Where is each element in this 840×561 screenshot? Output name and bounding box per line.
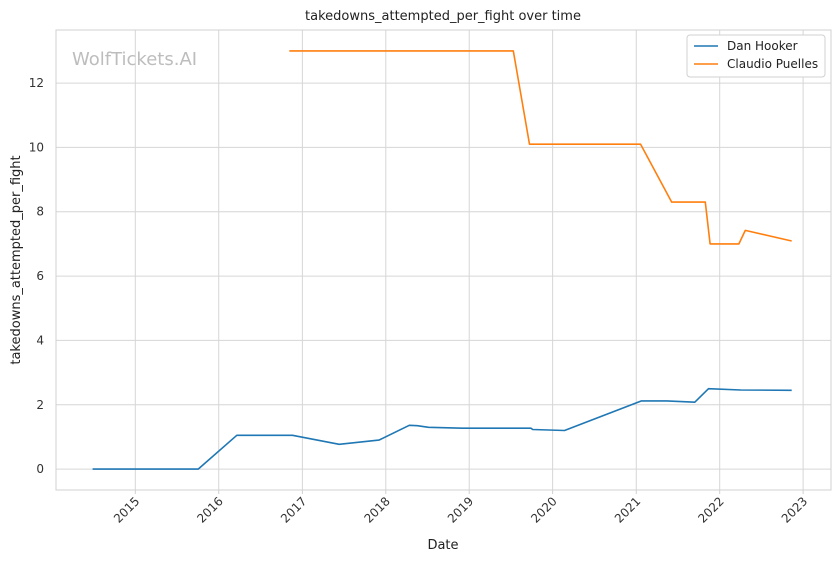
watermark: WolfTickets.AI xyxy=(72,49,197,70)
x-axis-label: Date xyxy=(427,538,458,553)
y-tick-label: 0 xyxy=(36,462,44,476)
y-tick-label: 12 xyxy=(29,76,44,90)
x-tick-label: 2017 xyxy=(278,494,309,525)
x-tick-label: 2022 xyxy=(695,494,726,525)
series-layer xyxy=(92,50,792,470)
x-tick-label: 2019 xyxy=(445,494,476,525)
y-tick-label: 8 xyxy=(36,205,44,219)
x-tick-label: 2020 xyxy=(528,494,559,525)
x-tick-label: 2016 xyxy=(194,494,225,525)
x-axis-ticks: 2015 2016 2017 2018 2019 2020 2021 2022 2023 xyxy=(111,490,810,526)
series-line-dan-hooker xyxy=(92,387,792,470)
series-line-claudio-puelles xyxy=(289,50,792,245)
x-tick-label: 2021 xyxy=(612,494,643,525)
gridlines xyxy=(56,30,831,490)
legend-box xyxy=(686,34,826,78)
legend-label-dan-hooker: Dan Hooker xyxy=(727,39,798,53)
y-tick-label: 6 xyxy=(36,269,44,283)
chart-title: takedowns_attempted_per_fight over time xyxy=(305,9,581,24)
x-tick-label: 2023 xyxy=(779,494,810,525)
plot-frame xyxy=(55,29,832,491)
y-tick-label: 10 xyxy=(29,140,44,154)
y-tick-label: 2 xyxy=(36,398,44,412)
y-axis-ticks: 0 2 4 6 8 10 12 xyxy=(29,76,44,476)
y-axis-label: takedowns_attempted_per_fight xyxy=(9,155,24,364)
x-tick-label: 2015 xyxy=(111,494,142,525)
y-tick-label: 4 xyxy=(36,333,44,347)
legend: Dan Hooker Claudio Puelles xyxy=(686,34,826,78)
x-tick-label: 2018 xyxy=(361,494,392,525)
legend-label-claudio-puelles: Claudio Puelles xyxy=(727,57,818,71)
